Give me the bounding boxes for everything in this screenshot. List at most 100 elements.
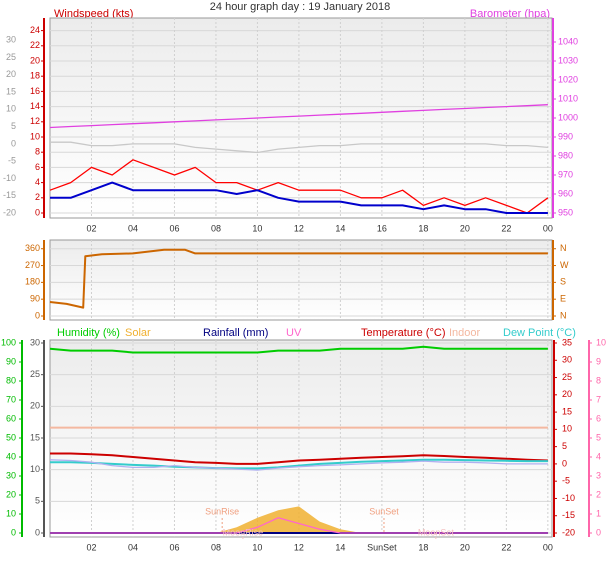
y-tick-label: 30: [6, 470, 16, 480]
y-tick-label: 10: [30, 464, 40, 474]
y-tick-label: 10: [562, 424, 572, 434]
x-tick-label: 04: [128, 542, 138, 552]
y-tick-label: 0: [11, 527, 16, 537]
y-tick-label: 0: [562, 458, 567, 468]
y-tick-label: 10: [6, 104, 16, 114]
x-tick-label: 08: [211, 223, 221, 233]
y-tick-label: 10: [596, 337, 606, 347]
y-tick-label: 15: [6, 86, 16, 96]
x-tick-label: 16: [377, 223, 387, 233]
series-line: [49, 248, 548, 309]
x-tick-label: 10: [252, 223, 262, 233]
y-tick-label: E: [560, 294, 566, 304]
y-tick-label: 1: [596, 508, 601, 518]
y-tick-label: 30: [30, 337, 40, 347]
series-line: [49, 459, 548, 471]
y-tick-label: 970: [558, 169, 573, 179]
y-tick-label: 80: [6, 375, 16, 385]
series-line: [50, 458, 548, 470]
y-tick-label: 10: [6, 508, 16, 518]
x-tick-label: 22: [501, 542, 511, 552]
y-tick-label: 8: [35, 147, 40, 157]
y-tick-label: 20: [562, 389, 572, 399]
y-tick-label: 360: [25, 243, 40, 253]
x-tick-label: 20: [460, 542, 470, 552]
y-tick-label: -20: [562, 527, 575, 537]
x-tick-label: 00: [543, 542, 553, 552]
y-tick-label: 5: [35, 496, 40, 506]
y-tick-label: 5: [562, 441, 567, 451]
y-tick-label: 1000: [558, 112, 578, 122]
x-tick-label: 10: [252, 542, 262, 552]
y-tick-label: 2: [35, 192, 40, 202]
y-tick-label: 0: [11, 138, 16, 148]
annotation-label: MoonRise: [223, 527, 264, 537]
y-tick-label: 180: [25, 277, 40, 287]
y-tick-label: 90: [30, 294, 40, 304]
legend-label: UV: [286, 327, 302, 339]
x-tick-label: 08: [211, 542, 221, 552]
legend-label: Solar: [125, 327, 151, 339]
y-axis-title: Windspeed (kts): [54, 8, 133, 20]
y-tick-label: 0: [35, 527, 40, 537]
x-tick-label: 20: [460, 223, 470, 233]
y-tick-label: 90: [6, 356, 16, 366]
y-tick-label: -10: [3, 173, 16, 183]
x-tick-label: 14: [335, 223, 345, 233]
series-line: [50, 517, 548, 534]
y-tick-label: -10: [562, 493, 575, 503]
y-tick-label: -20: [3, 207, 16, 217]
legend-label: Indoor: [449, 327, 481, 339]
y-tick-label: 6: [596, 413, 601, 423]
y-tick-label: 990: [558, 131, 573, 141]
y-tick-label: 50: [6, 432, 16, 442]
x-tick-label: 22: [501, 223, 511, 233]
x-tick-label: 02: [86, 542, 96, 552]
y-tick-label: 1010: [558, 93, 578, 103]
y-tick-label: 7: [596, 394, 601, 404]
y-tick-label: 9: [596, 356, 601, 366]
y-tick-label: -5: [8, 156, 16, 166]
y-tick-label: -5: [562, 476, 570, 486]
y-tick-label: 12: [30, 116, 40, 126]
y-tick-label: 22: [30, 40, 40, 50]
y-tick-label: 270: [25, 260, 40, 270]
legend-label: Dew Point (°C): [503, 327, 576, 339]
plot-area: [49, 17, 553, 219]
series-area: [50, 506, 548, 533]
y-tick-label: 960: [558, 188, 573, 198]
y-tick-label: 5: [596, 432, 601, 442]
y-tick-label: 35: [562, 337, 572, 347]
y-tick-label: 25: [562, 372, 572, 382]
y-tick-label: 3: [596, 470, 601, 480]
x-tick-label: 12: [294, 542, 304, 552]
y-tick-label: 950: [558, 207, 573, 217]
y-tick-label: 40: [6, 451, 16, 461]
y-tick-label: W: [560, 260, 569, 270]
y-tick-label: 0: [35, 310, 40, 320]
x-tick-label: SunSet: [367, 542, 397, 552]
series-line: [49, 345, 548, 354]
x-tick-label: 00: [543, 223, 553, 233]
y-tick-label: 20: [30, 55, 40, 65]
y-tick-label: 25: [30, 369, 40, 379]
x-tick-label: 12: [294, 223, 304, 233]
annotation-label: MoonSet: [418, 527, 455, 537]
y-tick-label: 1030: [558, 55, 578, 65]
series-line: [49, 104, 548, 129]
x-tick-label: 06: [169, 223, 179, 233]
y-tick-label: -15: [3, 190, 16, 200]
y-tick-label: 6: [35, 162, 40, 172]
y-tick-label: 4: [596, 451, 601, 461]
y2-axis-title: Barometer (hpa): [470, 8, 550, 20]
y-tick-label: 15: [30, 432, 40, 442]
y-tick-label: 25: [6, 52, 16, 62]
legend-label: Humidity (%): [57, 327, 120, 339]
y-tick-label: 8: [596, 375, 601, 385]
y-tick-label: 30: [6, 35, 16, 45]
y-tick-label: 60: [6, 413, 16, 423]
y-tick-label: N: [560, 310, 567, 320]
x-tick-label: 14: [335, 542, 345, 552]
y-tick-label: S: [560, 277, 566, 287]
